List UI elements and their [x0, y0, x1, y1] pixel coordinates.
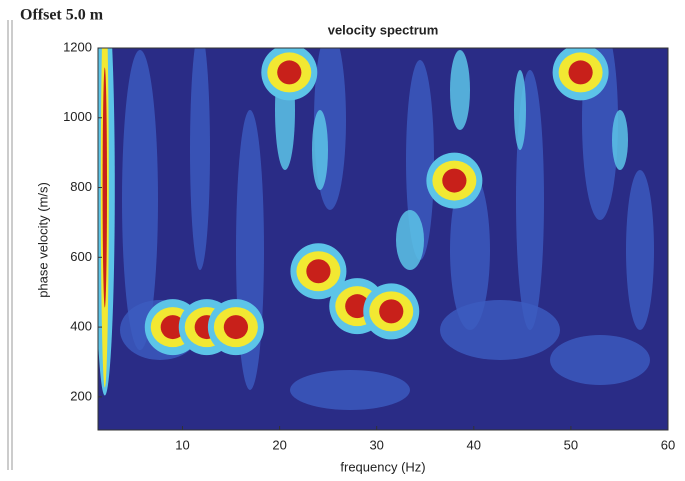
texture	[550, 335, 650, 385]
y-tick-label: 200	[70, 388, 92, 403]
y-axis-label: phase velocity (m/s)	[35, 182, 50, 298]
y-tick-label: 1200	[63, 39, 92, 54]
peak-core	[568, 60, 593, 85]
texture	[190, 48, 210, 270]
texture	[406, 60, 434, 260]
x-tick-label: 10	[175, 437, 189, 452]
texture	[450, 50, 470, 130]
peak-core	[223, 315, 248, 340]
peak-core	[160, 315, 185, 340]
y-tick-label: 1000	[63, 109, 92, 124]
texture	[514, 70, 526, 150]
offset-label: Offset 5.0 m	[20, 7, 104, 24]
x-tick-label: 60	[661, 437, 675, 452]
plot-area	[97, 47, 669, 431]
x-tick-label: 40	[467, 437, 481, 452]
x-axis-label: frequency (Hz)	[340, 459, 425, 474]
texture	[122, 50, 158, 350]
texture	[612, 110, 628, 170]
texture	[396, 210, 424, 270]
y-tick-label: 600	[70, 249, 92, 264]
peak-core	[306, 259, 331, 284]
texture	[450, 170, 490, 330]
y-tick-label: 400	[70, 319, 92, 334]
peak-core	[379, 299, 404, 324]
texture	[440, 300, 560, 360]
x-tick-label: 30	[369, 437, 383, 452]
texture	[290, 370, 410, 410]
x-tick-label: 50	[564, 437, 578, 452]
y-tick-label: 800	[70, 179, 92, 194]
chart-title: velocity spectrum	[328, 22, 439, 37]
peak-core	[102, 67, 107, 308]
texture	[312, 110, 328, 190]
x-tick-label: 20	[272, 437, 286, 452]
heatmap	[98, 48, 668, 430]
plot-frame	[97, 47, 669, 431]
texture	[626, 170, 654, 330]
peak-core	[277, 60, 302, 85]
peak-core	[442, 168, 467, 193]
